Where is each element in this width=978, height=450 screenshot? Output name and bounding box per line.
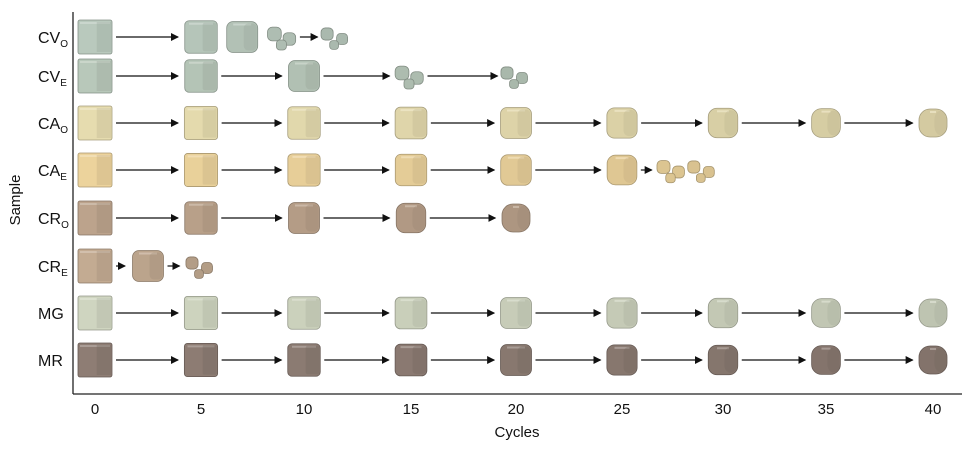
- x-tick-label: 30: [715, 401, 732, 418]
- sample-row: [77, 58, 528, 94]
- sample-specimen: [918, 108, 948, 138]
- x-tick-label: 40: [925, 401, 942, 418]
- x-tick-label: 10: [296, 401, 313, 418]
- row-label: CAE: [38, 163, 67, 183]
- sample-row: [77, 295, 948, 331]
- sample-specimen: [707, 107, 739, 139]
- row-label: CVO: [38, 30, 68, 50]
- sample-specimen: [811, 345, 841, 375]
- x-tick-label: 5: [197, 401, 205, 418]
- sample-specimen: [183, 105, 219, 141]
- sample-specimen: [500, 66, 528, 89]
- row-labels: CVO CVE CAO CAE CRO CRE MG MR: [38, 30, 69, 370]
- sample-specimen: [184, 20, 218, 54]
- sample-specimen: [918, 298, 948, 328]
- sample-specimen: [288, 60, 320, 92]
- row-label: CAO: [38, 116, 68, 136]
- sample-row: [77, 342, 948, 378]
- sample-specimen: [183, 342, 219, 378]
- sample-specimen: [288, 202, 320, 234]
- sample-specimen: [184, 59, 218, 93]
- sample-specimen: [394, 65, 424, 90]
- sample-specimen: [500, 344, 532, 376]
- sample-specimen: [394, 153, 428, 187]
- row-label: CRE: [38, 259, 68, 279]
- row-label: MG: [38, 306, 64, 323]
- sample-specimen: [77, 295, 113, 331]
- sample-specimen: [287, 153, 321, 187]
- sample-specimen: [500, 297, 532, 329]
- sample-specimen: [77, 105, 113, 141]
- sample-specimen: [811, 298, 841, 328]
- x-tick-label: 15: [403, 401, 420, 418]
- sample-row: [77, 248, 213, 284]
- x-tick-label: 25: [614, 401, 631, 418]
- sample-specimen: [77, 200, 113, 236]
- sample-specimen: [394, 106, 428, 140]
- x-axis-title: Cycles: [494, 424, 539, 441]
- sample-specimen: [77, 152, 113, 188]
- sample-specimen: [656, 160, 685, 184]
- sample-row: [77, 200, 531, 236]
- sample-specimen: [185, 256, 213, 279]
- sample-specimen: [606, 107, 638, 139]
- x-tick-label: 20: [508, 401, 525, 418]
- sample-specimen: [707, 297, 739, 329]
- sample-row: [77, 152, 715, 188]
- row-label: CVE: [38, 69, 67, 89]
- sample-specimen: [501, 203, 531, 233]
- sample-specimen: [267, 26, 297, 51]
- sample-specimen: [184, 153, 218, 187]
- sample-specimen: [320, 27, 349, 50]
- sample-specimen: [606, 297, 638, 329]
- row-label: CRO: [38, 211, 69, 231]
- sample-specimen: [394, 343, 428, 377]
- sample-specimen: [183, 295, 219, 331]
- sample-specimen: [184, 201, 218, 235]
- sample-specimen: [287, 106, 321, 140]
- sample-specimen: [606, 344, 638, 376]
- x-tick-labels: 0 5 10 15 20 25 30 35 40: [91, 401, 942, 418]
- sample-specimen: [707, 344, 739, 376]
- sample-specimen: [500, 107, 532, 139]
- sample-specimen: [918, 345, 948, 375]
- sample-specimen: [132, 250, 164, 282]
- sample-specimen: [77, 342, 113, 378]
- sample-specimen: [77, 248, 113, 284]
- sample-specimen: [226, 21, 259, 53]
- sample-specimen: [394, 296, 428, 330]
- sample-specimen: [500, 154, 532, 186]
- sample-specimen: [687, 160, 715, 183]
- sample-specimen: [811, 108, 841, 138]
- x-tick-label: 0: [91, 401, 99, 418]
- sample-row: [77, 19, 349, 55]
- sample-specimen: [395, 202, 427, 234]
- sample-specimen: [606, 154, 638, 186]
- y-axis-title: Sample: [7, 175, 24, 226]
- sample-specimen: [287, 296, 321, 330]
- row-label: MR: [38, 353, 63, 370]
- sample-specimen: [77, 58, 113, 94]
- sample-row: [77, 105, 948, 141]
- sample-specimen: [287, 343, 321, 377]
- x-tick-label: 35: [818, 401, 835, 418]
- sample-specimen: [77, 19, 113, 55]
- sample-rows: [77, 19, 948, 378]
